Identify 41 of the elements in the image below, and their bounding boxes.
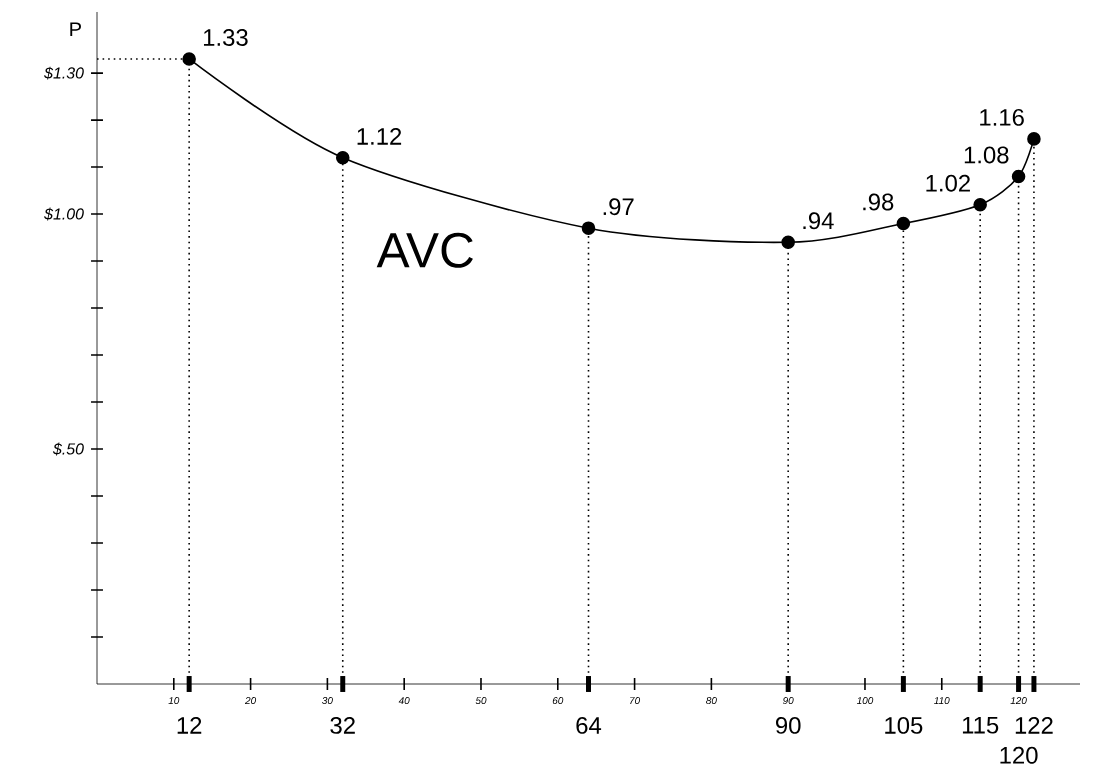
point [973,197,987,212]
data-label: .94 [803,212,834,230]
point [1011,169,1026,184]
x-tick-label: 100 [856,697,874,705]
y-tick-label: $1.30 [44,66,84,80]
series-label: AVC [376,232,473,268]
annotation: 120 [1000,746,1038,764]
x-tick-label: 60 [552,697,564,705]
point [581,221,596,235]
x-tick-label: 90 [782,697,794,705]
point [781,235,795,250]
y-tick-label: $.50 [52,442,84,456]
x-tick-label: 10 [168,697,180,705]
data-label: .98 [863,193,894,211]
x-tick-label: 110 [934,697,950,705]
x-tick-label: 40 [398,697,410,705]
data-label: 1.33 [203,29,248,46]
x-tick-label: 80 [706,697,717,705]
annotation: 12 [177,716,202,734]
data-label: 1.12 [357,127,402,145]
annotation: 115 [962,716,999,734]
y-axis-title: P [70,22,81,37]
y-tick-label: $1.00 [44,207,84,221]
x-tick-label: 50 [475,697,487,705]
annotation: 90 [776,716,801,734]
data-label: 1.02 [926,174,970,192]
point [335,150,350,165]
point [182,52,196,66]
annotation: 122 [1015,716,1053,734]
annotation: 32 [330,716,355,734]
point [1027,132,1041,146]
point [896,216,911,231]
data-label: .97 [603,198,634,216]
data-label: 1.08 [964,146,1009,164]
x-tick-label: 120 [1010,697,1027,705]
x-tick-label: 30 [322,697,333,705]
x-tick-label: 70 [630,697,641,705]
annotation: 64 [576,716,602,734]
annotation: 105 [885,716,923,734]
x-tick-label: 20 [244,697,257,705]
data-label: 1.16 [980,108,1024,126]
